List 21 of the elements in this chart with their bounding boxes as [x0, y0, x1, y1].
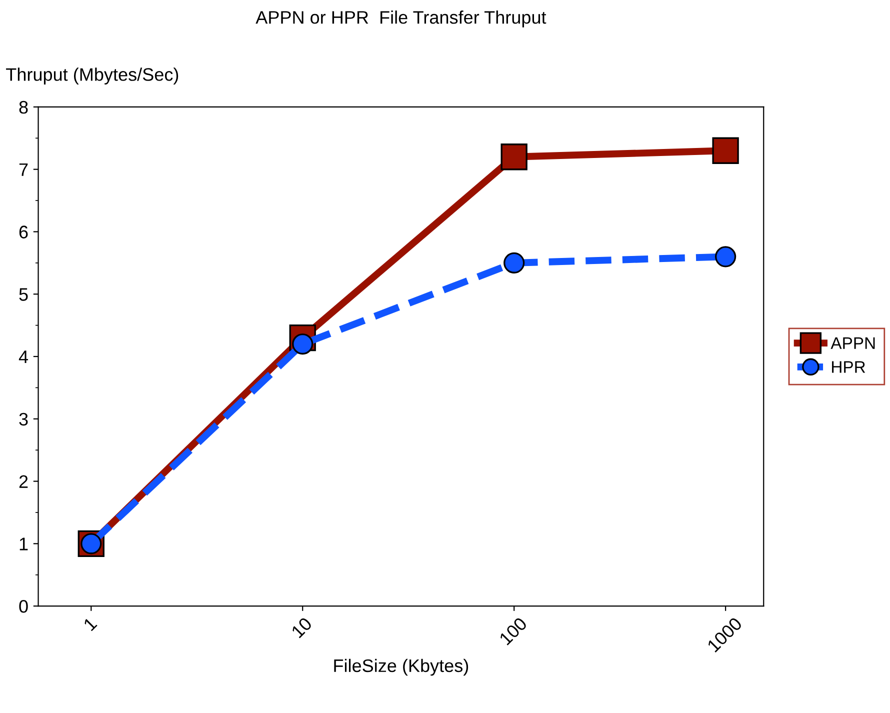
x-axis-title: FileSize (Kbytes) — [334, 658, 468, 676]
x-tick-label: 100 — [498, 616, 528, 646]
x-tick-label: 1 — [83, 616, 98, 632]
y-tick-label: 8 — [19, 100, 28, 114]
legend-label: HPR — [832, 361, 866, 373]
y-tick-label: 1 — [20, 538, 28, 550]
y-tick-label: 7 — [19, 163, 28, 176]
y-tick-label: 0 — [19, 600, 28, 613]
legend-label: APPN — [830, 337, 875, 349]
y-tick-label: 4 — [18, 350, 28, 364]
y-tick-label: 2 — [19, 475, 28, 488]
y-axis-title: Thruput (Mbytes/Sec) — [6, 68, 178, 84]
point — [712, 137, 739, 164]
chart-title: APPN or HPR File Transfer Thruput — [256, 10, 546, 28]
y-tick-label: 6 — [19, 226, 28, 238]
point — [500, 144, 528, 170]
point — [715, 246, 736, 268]
x-tick-label: 10 — [290, 616, 313, 638]
point — [504, 252, 525, 274]
y-tick-label: 3 — [19, 412, 28, 426]
y-tick-label: 5 — [19, 288, 28, 301]
